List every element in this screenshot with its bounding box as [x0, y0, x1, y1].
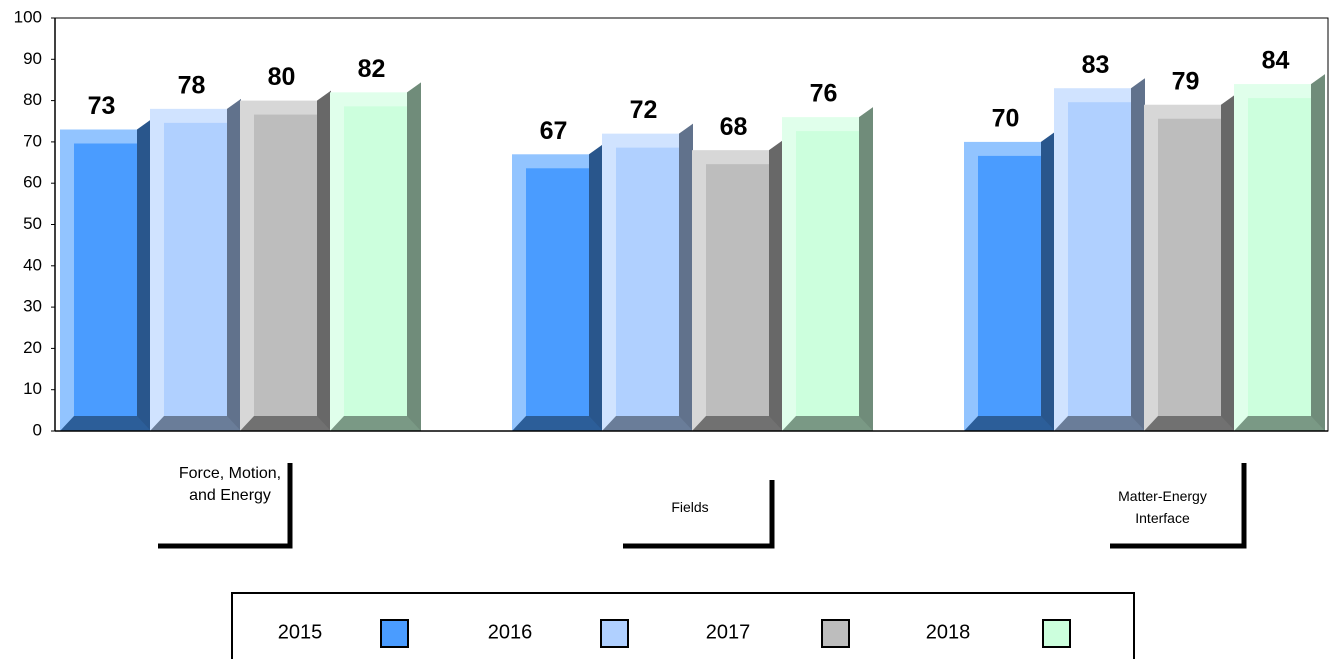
bar-part — [1221, 94, 1235, 431]
data-label: 76 — [810, 80, 838, 108]
bar-part — [589, 144, 603, 432]
bar-part — [1068, 102, 1131, 417]
data-label: 83 — [1082, 51, 1110, 79]
data-label: 78 — [178, 71, 206, 99]
y-tick-label: 0 — [33, 420, 42, 439]
y-tick-label: 90 — [23, 49, 42, 68]
bar — [602, 123, 693, 431]
bar-part — [1054, 416, 1145, 431]
legend-swatch — [600, 619, 629, 648]
data-label: 68 — [720, 113, 748, 141]
bar-part — [344, 106, 407, 416]
bar-part — [74, 143, 137, 416]
bar — [782, 107, 873, 432]
bar-part — [254, 114, 317, 416]
bar-part — [978, 155, 1041, 416]
y-tick-label: 10 — [23, 379, 42, 398]
data-label: 80 — [268, 63, 296, 91]
y-tick-label: 60 — [23, 173, 42, 192]
legend-label: 2018 — [926, 621, 971, 643]
bar-part — [796, 131, 859, 416]
label-bracket — [1110, 463, 1247, 549]
bar — [240, 90, 331, 431]
data-label: 82 — [358, 55, 386, 83]
bar-part — [859, 107, 873, 432]
category-label: Force, Motion, and Energy — [178, 465, 282, 504]
bar-part — [1144, 416, 1235, 431]
data-label: 73 — [88, 92, 116, 120]
data-label: 72 — [630, 96, 658, 124]
bar-part — [150, 416, 241, 431]
bar-part — [616, 147, 679, 416]
bar-part — [1131, 78, 1145, 432]
data-label: 67 — [540, 117, 568, 145]
y-tick-label: 100 — [14, 7, 42, 26]
bar-part — [1041, 131, 1055, 431]
bar-part — [227, 98, 241, 432]
bar — [964, 131, 1055, 431]
legend-swatch — [821, 619, 850, 648]
bar-part — [1234, 416, 1325, 431]
bar-part — [692, 416, 783, 431]
y-tick-label: 80 — [23, 90, 42, 109]
bar — [60, 119, 151, 431]
data-label: 70 — [992, 105, 1020, 133]
bar-part — [137, 119, 151, 431]
y-tick-label: 40 — [23, 255, 42, 274]
legend-label: 2017 — [706, 621, 751, 643]
legend-label: 2016 — [488, 621, 533, 643]
bar-part — [240, 416, 331, 431]
bar-part — [769, 140, 783, 431]
bar — [330, 82, 421, 431]
category-label: Matter-Energy Interface — [1118, 488, 1207, 526]
bar — [512, 144, 603, 432]
y-tick-label: 70 — [23, 131, 42, 150]
legend-swatch — [1042, 619, 1071, 648]
y-tick-label: 30 — [23, 297, 42, 316]
bar-part — [60, 416, 151, 431]
bar — [150, 98, 241, 432]
bar-part — [1311, 74, 1325, 431]
bar-part — [164, 122, 227, 417]
bar-part — [1248, 98, 1311, 416]
data-label: 84 — [1262, 47, 1290, 75]
bar — [1054, 78, 1145, 432]
bar — [1144, 94, 1235, 431]
bar — [1234, 74, 1325, 431]
bar-part — [964, 416, 1055, 431]
bar-part — [317, 90, 331, 431]
data-label: 79 — [1172, 67, 1200, 95]
bar-part — [679, 123, 693, 431]
y-tick-label: 20 — [23, 338, 42, 357]
bar-part — [407, 82, 421, 431]
bar-part — [602, 416, 693, 431]
legend-box — [231, 592, 1135, 659]
label-bracket — [623, 480, 775, 549]
legend-label: 2015 — [278, 621, 323, 643]
bar-part — [706, 164, 769, 416]
bar-part — [512, 416, 603, 431]
label-bracket — [158, 463, 293, 549]
bar-part — [330, 416, 421, 431]
bar — [692, 140, 783, 431]
bar-part — [782, 416, 873, 431]
bar-part — [1158, 118, 1221, 416]
legend-swatch — [380, 619, 409, 648]
y-tick-label: 50 — [23, 214, 42, 233]
bar-part — [526, 168, 589, 416]
category-label: Fields — [671, 499, 709, 515]
